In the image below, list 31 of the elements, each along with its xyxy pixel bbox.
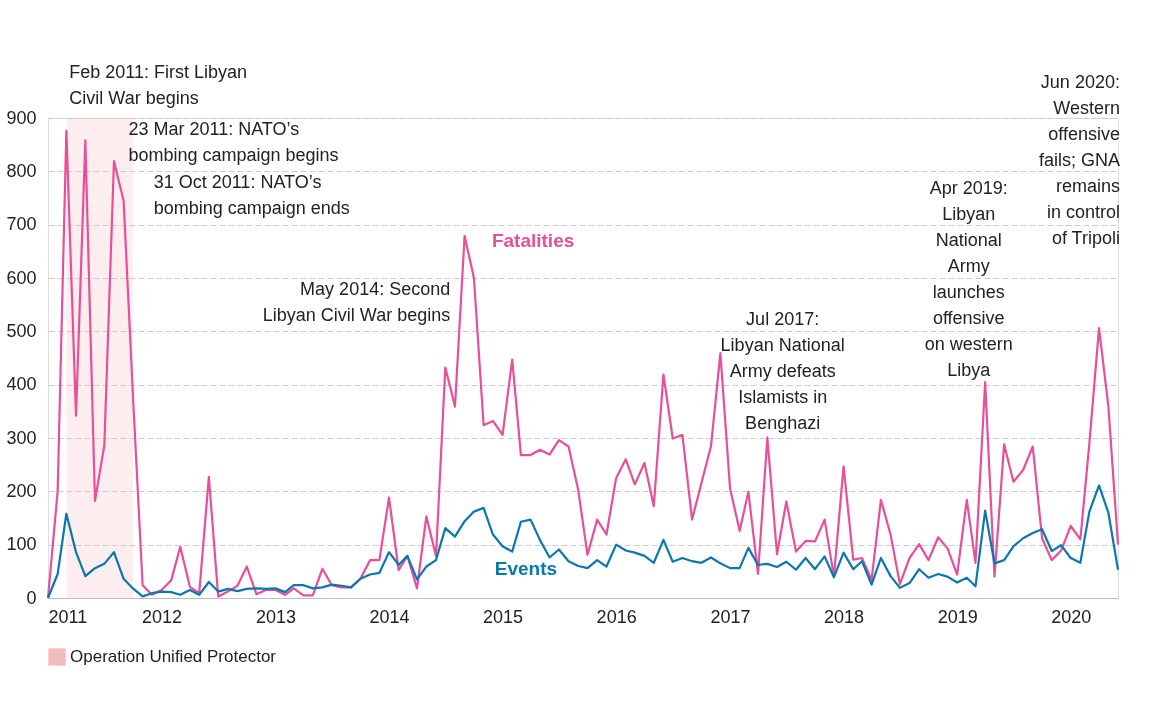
text: Feb 2011: First Libyan Civil War begins [69,62,248,109]
x-tick-label: 2012 [142,606,183,627]
x-tick-label: 2018 [824,606,865,627]
y-tick-label: 0 [26,587,37,608]
x-tick-label: 2014 [369,606,410,627]
y-tick-label: 700 [6,214,37,235]
y-tick-label: 900 [6,107,37,128]
x-tick-label: 2017 [710,606,751,627]
x-tick-label: 2019 [937,606,978,627]
series-label: Events [494,557,558,579]
annotation: Jul 2017: Libyan National Army defeats Islamists in Benghazi [720,308,845,433]
annotation: Apr 2019: Libyan National Army launches offensive on western Libya [924,178,1013,381]
y-tick-label: 200 [6,480,37,501]
y-tick-label: 500 [6,320,37,341]
y-tick-label: 300 [6,427,37,448]
legend-label: Operation Unified Protector [70,647,277,666]
y-tick-label: 800 [6,160,37,181]
x-tick-label: 2015 [483,606,524,627]
annotation: 23 Mar 2011: NATO’s bombing campaign begins [128,118,339,165]
y-tick-label: 600 [6,267,37,288]
x-tick-label: 2011 [48,606,88,627]
series-label: Fatalities [491,230,575,252]
annotation: May 2014: Second Libyan Civil War begins [262,278,451,325]
y-tick-label: 400 [6,374,37,395]
x-tick-label: 2020 [1051,606,1092,627]
line-series [46,484,1120,600]
x-tick-label: 2016 [596,606,637,627]
annotation: 31 Oct 2011: NATO’s bombing campaign ends [153,172,350,219]
x-tick-label: 2013 [255,606,296,627]
annotation: Jun 2020: Western offensive fails; GNA remains in control of Tripoli [1038,71,1120,248]
y-tick-label: 100 [6,534,37,555]
